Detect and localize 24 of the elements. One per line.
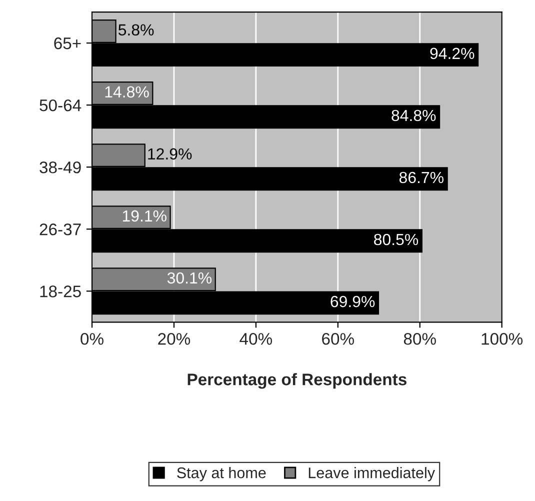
- y-tick-label: 65+: [54, 37, 81, 50]
- data-label: 94.2%: [430, 48, 474, 60]
- y-tick-label: 50-64: [40, 99, 82, 112]
- x-tick-label: 60%: [322, 333, 354, 345]
- y-tick-label: 26-37: [40, 224, 81, 236]
- data-label: 84.8%: [392, 110, 436, 122]
- data-label: 12.9%: [148, 148, 192, 160]
- x-tick-label: 0%: [80, 333, 104, 345]
- legend-label: Stay at home: [177, 467, 266, 482]
- data-label: 80.5%: [374, 234, 418, 246]
- data-label: 19.1%: [122, 210, 166, 222]
- data-label: 69.9%: [330, 296, 375, 308]
- data-label: 30.1%: [167, 272, 212, 284]
- x-tick-label: 100%: [482, 333, 523, 345]
- data-label: 86.7%: [399, 172, 444, 184]
- y-tick-label: 38-49: [40, 161, 81, 174]
- x-tick-label: 80%: [404, 333, 436, 345]
- data-label: 5.8%: [118, 24, 154, 36]
- x-tick-label: 40%: [240, 333, 272, 345]
- x-tick-label: 20%: [158, 333, 190, 345]
- x-axis-title: Percentage of Respondents: [188, 373, 406, 389]
- legend-label: Leave immediately: [308, 467, 436, 482]
- data-label: 14.8%: [105, 86, 149, 98]
- y-tick-label: 18-25: [40, 286, 81, 298]
